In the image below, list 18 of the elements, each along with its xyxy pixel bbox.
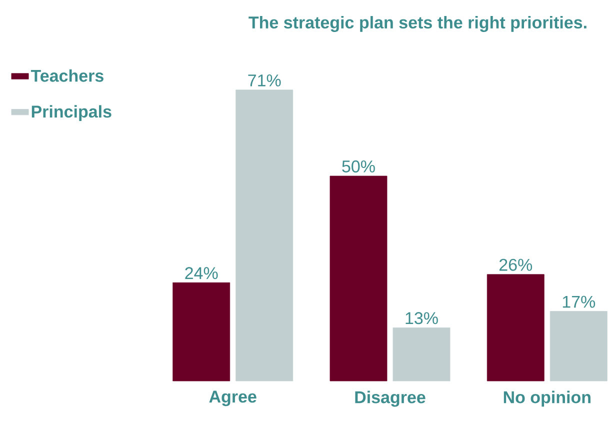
legend-label: Principals bbox=[32, 105, 112, 122]
data-label: 17% bbox=[562, 296, 596, 308]
data-label: 24% bbox=[185, 267, 218, 280]
data-label: 50% bbox=[342, 160, 375, 172]
bar bbox=[486, 274, 544, 382]
x-tick-label: No opinion bbox=[504, 390, 590, 407]
bar bbox=[392, 328, 450, 382]
bar bbox=[172, 282, 230, 382]
x-tick-label: Agree bbox=[209, 390, 256, 406]
x-tick-label: Disagree bbox=[355, 390, 426, 407]
data-label: 71% bbox=[248, 74, 281, 86]
data-label: 13% bbox=[406, 312, 438, 324]
legend-label: Teachers bbox=[30, 69, 104, 82]
bar bbox=[236, 90, 294, 382]
bar bbox=[550, 311, 608, 382]
chart-title: The strategic plan sets the right priorities. bbox=[248, 16, 586, 32]
data-label: 26% bbox=[499, 258, 532, 271]
bar bbox=[330, 176, 388, 382]
